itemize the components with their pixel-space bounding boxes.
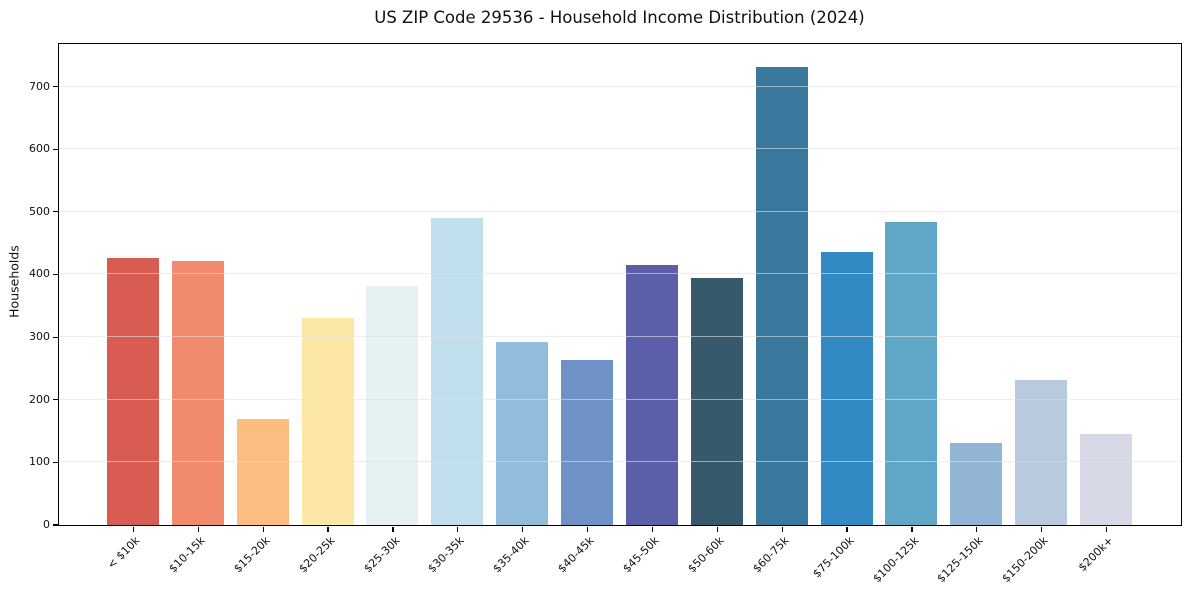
x-tick-mark <box>392 526 394 532</box>
x-tick-label: $20-25k <box>295 534 338 576</box>
x-tick-mark <box>457 526 459 532</box>
bar <box>625 264 678 525</box>
plot-area <box>57 42 1182 526</box>
x-tick-mark <box>911 526 913 532</box>
y-tick-mark <box>53 148 58 150</box>
x-tick-mark <box>1105 526 1108 532</box>
y-tick-label: 600 <box>29 142 50 156</box>
y-tick-mark <box>53 524 58 526</box>
bar <box>690 277 743 525</box>
bar <box>1080 433 1133 525</box>
bar <box>820 252 873 525</box>
x-tick-mark <box>846 526 848 532</box>
bar <box>755 67 808 525</box>
gridline <box>58 336 1181 338</box>
x-tick-label: $150-200k <box>999 534 1051 586</box>
y-tick-label: 200 <box>29 392 50 406</box>
bar <box>885 222 938 525</box>
x-tick-label: $45-50k <box>620 534 662 576</box>
gridline <box>58 148 1181 150</box>
y-tick-label: 0 <box>43 518 50 531</box>
gridline <box>58 461 1181 463</box>
gridline <box>58 273 1181 275</box>
x-tick-mark <box>716 526 718 532</box>
y-tick-label: 100 <box>29 455 50 469</box>
x-tick-mark <box>522 526 524 532</box>
bar <box>1015 380 1068 525</box>
y-tick-mark <box>53 211 58 213</box>
gridline <box>58 398 1181 400</box>
gridline <box>58 85 1181 87</box>
bar <box>561 359 614 525</box>
x-tick-label: $15-20k <box>231 534 273 576</box>
x-tick-mark <box>132 526 135 532</box>
bar <box>236 419 289 525</box>
bar <box>950 443 1003 525</box>
y-tick-label: 500 <box>29 204 50 218</box>
x-tick-label: $30-35k <box>425 534 468 576</box>
y-axis-label: Households <box>6 245 22 318</box>
x-tick-label: $60-75k <box>750 534 792 576</box>
y-tick-label: 700 <box>29 79 50 93</box>
x-tick-label: $100-125k <box>869 534 922 586</box>
y-tick-mark <box>53 273 58 276</box>
y-tick-mark <box>53 399 58 401</box>
y-tick-label: 300 <box>29 330 50 344</box>
x-tick-mark <box>586 526 589 532</box>
x-tick-label: < $10k <box>105 534 143 572</box>
x-tick-label: $40-45k <box>555 534 597 576</box>
x-tick-mark <box>197 526 199 532</box>
x-tick-mark <box>976 526 978 532</box>
bar <box>171 260 224 525</box>
x-tick-label: $35-40k <box>490 534 532 576</box>
chart-title: US ZIP Code 29536 - Household Income Dis… <box>374 8 865 27</box>
bar <box>431 217 484 525</box>
x-tick-label: $75-100k <box>810 534 857 581</box>
x-tick-mark <box>781 526 783 532</box>
y-tick-mark <box>53 85 58 88</box>
x-tick-mark <box>327 526 329 532</box>
y-tick-label: 400 <box>29 267 50 281</box>
y-tick-mark <box>53 336 58 338</box>
y-tick-mark <box>53 461 58 463</box>
bar <box>301 317 354 525</box>
x-tick-label: $10-15k <box>166 534 208 576</box>
x-tick-label: $125-150k <box>934 534 987 586</box>
x-tick-label: $50-60k <box>685 534 727 576</box>
x-tick-mark <box>262 526 264 532</box>
bar <box>496 341 549 525</box>
x-tick-label: $200k+ <box>1075 534 1116 575</box>
x-tick-mark <box>651 526 654 532</box>
bar <box>106 257 159 525</box>
gridline <box>58 210 1181 212</box>
bar <box>366 285 419 525</box>
x-tick-label: $25-30k <box>360 534 403 576</box>
x-tick-mark <box>1041 526 1043 532</box>
